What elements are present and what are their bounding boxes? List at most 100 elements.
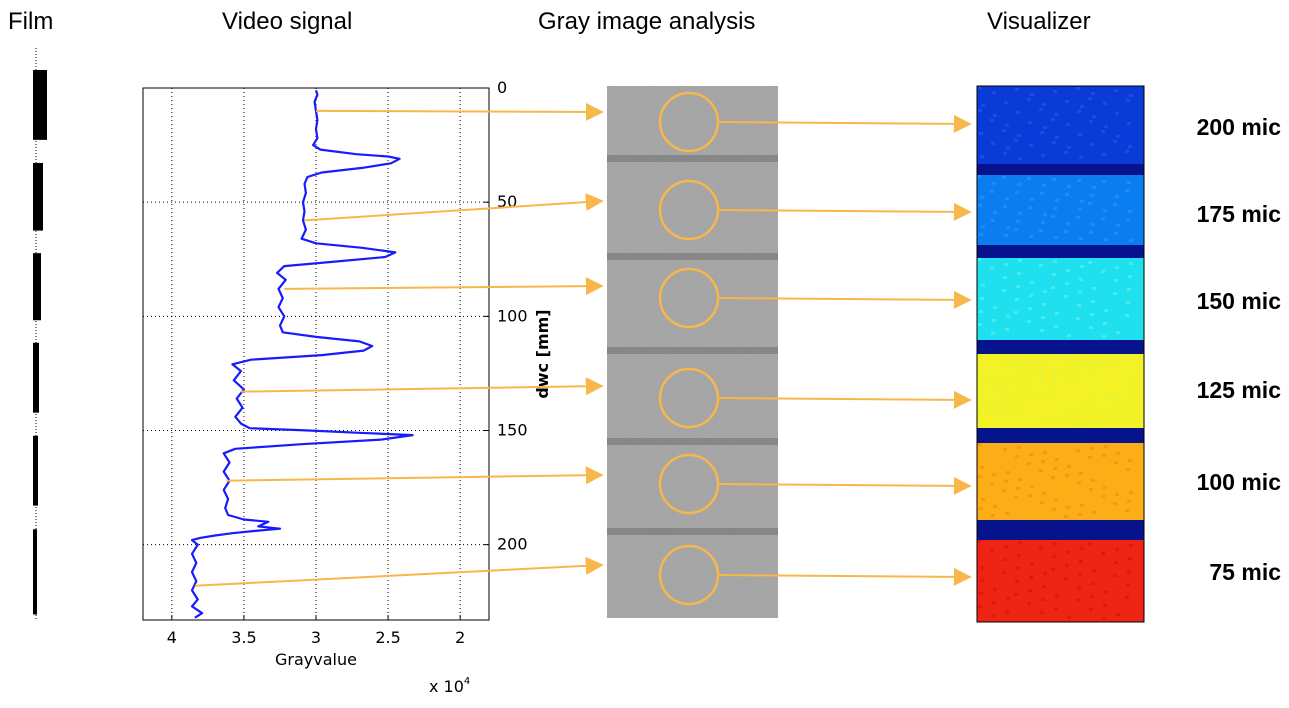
visualizer-speckle	[993, 588, 997, 591]
visualizer-speckle	[1006, 226, 1010, 229]
arrow-gray-to-visualizer	[718, 290, 972, 309]
visualizer-speckle	[1018, 157, 1022, 160]
visualizer-speckle	[1029, 144, 1033, 147]
header-video-signal: Video signal	[222, 8, 353, 35]
visualizer-speckle	[1028, 383, 1032, 386]
visualizer-speckle	[1005, 512, 1009, 515]
visualizer-speckle	[1014, 139, 1018, 142]
visualizer-speckle	[1116, 331, 1120, 334]
visualizer-speckle	[993, 306, 997, 309]
visualizer-speckle	[1104, 591, 1108, 594]
arrow-signal-to-gray	[304, 193, 604, 222]
visualizer-speckle	[1017, 374, 1021, 377]
visualizer-speckle	[978, 323, 982, 326]
visualizer-speckle	[1005, 124, 1009, 127]
visualizer-speckle	[1088, 373, 1092, 376]
visualizer-speckle	[1039, 469, 1043, 472]
visualizer-speckle	[1042, 184, 1046, 187]
visualizer-speckle	[1079, 412, 1083, 415]
visualizer-speckle	[1039, 264, 1043, 267]
visualizer-speckle	[1066, 355, 1070, 358]
visualizer-speckle	[1016, 567, 1020, 570]
visualizer-speckle	[1114, 417, 1118, 420]
visualizer-speckle	[1076, 599, 1080, 602]
visualizer-speckle	[1002, 289, 1006, 292]
visualizer-speckle	[993, 378, 997, 381]
arrow-signal-to-gray	[194, 556, 604, 587]
visualizer-speckle	[1103, 408, 1107, 411]
visualizer-speckle	[1064, 230, 1068, 233]
visualizer-speckle	[1104, 445, 1108, 448]
visualizer-speckle	[1088, 97, 1092, 100]
visualizer-speckle	[1030, 485, 1034, 488]
visualizer-band	[977, 354, 1144, 428]
visualizer-speckle	[1051, 215, 1055, 218]
visualizer-speckle	[1039, 229, 1043, 232]
visualizer-speckle	[1041, 316, 1045, 319]
visualizer-speckle	[1053, 260, 1057, 263]
visualizer-speckle	[1077, 179, 1081, 182]
visualizer-speckle	[1014, 228, 1018, 231]
visualizer-speckle	[1115, 112, 1119, 115]
visualizer-speckle	[1064, 151, 1068, 154]
visualizer-speckle	[979, 592, 983, 595]
visualizer-speckle	[1030, 563, 1034, 566]
visualizer-speckle	[1126, 468, 1130, 471]
thickness-label: 100 mic	[1197, 469, 1282, 495]
visualizer-speckle	[1126, 415, 1130, 418]
visualizer-speckle	[981, 284, 985, 287]
visualizer-speckle	[1089, 488, 1093, 491]
visualizer-speckle	[1077, 481, 1081, 484]
visualizer-speckle	[1113, 502, 1117, 505]
visualizer-speckle	[1104, 309, 1108, 312]
visualizer-speckle	[1090, 421, 1094, 424]
arrow-signal-to-gray	[226, 466, 604, 485]
visualizer-speckle	[981, 380, 985, 383]
visualizer-speckle	[1126, 218, 1130, 221]
visualizer-speckle	[1114, 461, 1118, 464]
visualizer-speckle	[1014, 311, 1018, 314]
visualizer-speckle	[1040, 192, 1044, 195]
y-tick-label: 0	[497, 78, 507, 97]
visualizer-speckle	[1076, 216, 1080, 219]
visualizer-speckle	[1014, 407, 1018, 410]
visualizer-speckle	[1125, 150, 1129, 153]
arrow-signal-to-gray	[315, 102, 604, 121]
visualizer-speckle	[1041, 154, 1045, 157]
visualizer-speckle	[1092, 569, 1096, 572]
visualizer-speckle	[1125, 314, 1129, 317]
visualizer-speckle	[1018, 212, 1022, 215]
visualizer-speckle	[978, 475, 982, 478]
visualizer-speckle	[1079, 237, 1083, 240]
visualizer-speckle	[1004, 545, 1008, 548]
visualizer-speckle	[1043, 418, 1047, 421]
visualizer-speckle	[1027, 98, 1031, 101]
visualizer-speckle	[1091, 582, 1095, 585]
visualizer-speckle	[1030, 93, 1034, 96]
analysis-circle	[658, 91, 720, 153]
visualizer-bands	[977, 86, 1144, 622]
visualizer-speckle	[1116, 135, 1120, 138]
visualizer-speckle	[1092, 115, 1096, 118]
visualizer-speckle	[1027, 602, 1031, 605]
visualizer-speckle	[1066, 269, 1070, 272]
visualizer-speckle	[979, 402, 983, 405]
visualizer-speckle	[1128, 210, 1132, 213]
visualizer-speckle	[1089, 362, 1093, 365]
visualizer-speckle	[1051, 390, 1055, 393]
visualizer-speckle	[980, 196, 984, 199]
visualizer-speckle	[1027, 320, 1031, 323]
visualizer-speckle	[1028, 589, 1032, 592]
visualizer-band	[977, 175, 1144, 245]
visualizer-speckle	[1103, 486, 1107, 489]
x-tick-label: 3	[311, 628, 321, 647]
visualizer-speckle	[1090, 595, 1094, 598]
visualizer-speckle	[1090, 143, 1094, 146]
visualizer-speckle	[1101, 270, 1105, 273]
analysis-circle	[658, 267, 720, 329]
visualizer-speckle	[1101, 552, 1105, 555]
visualizer-speckle	[1067, 414, 1071, 417]
analysis-circle	[658, 179, 720, 241]
visualizer-speckle	[990, 267, 994, 270]
